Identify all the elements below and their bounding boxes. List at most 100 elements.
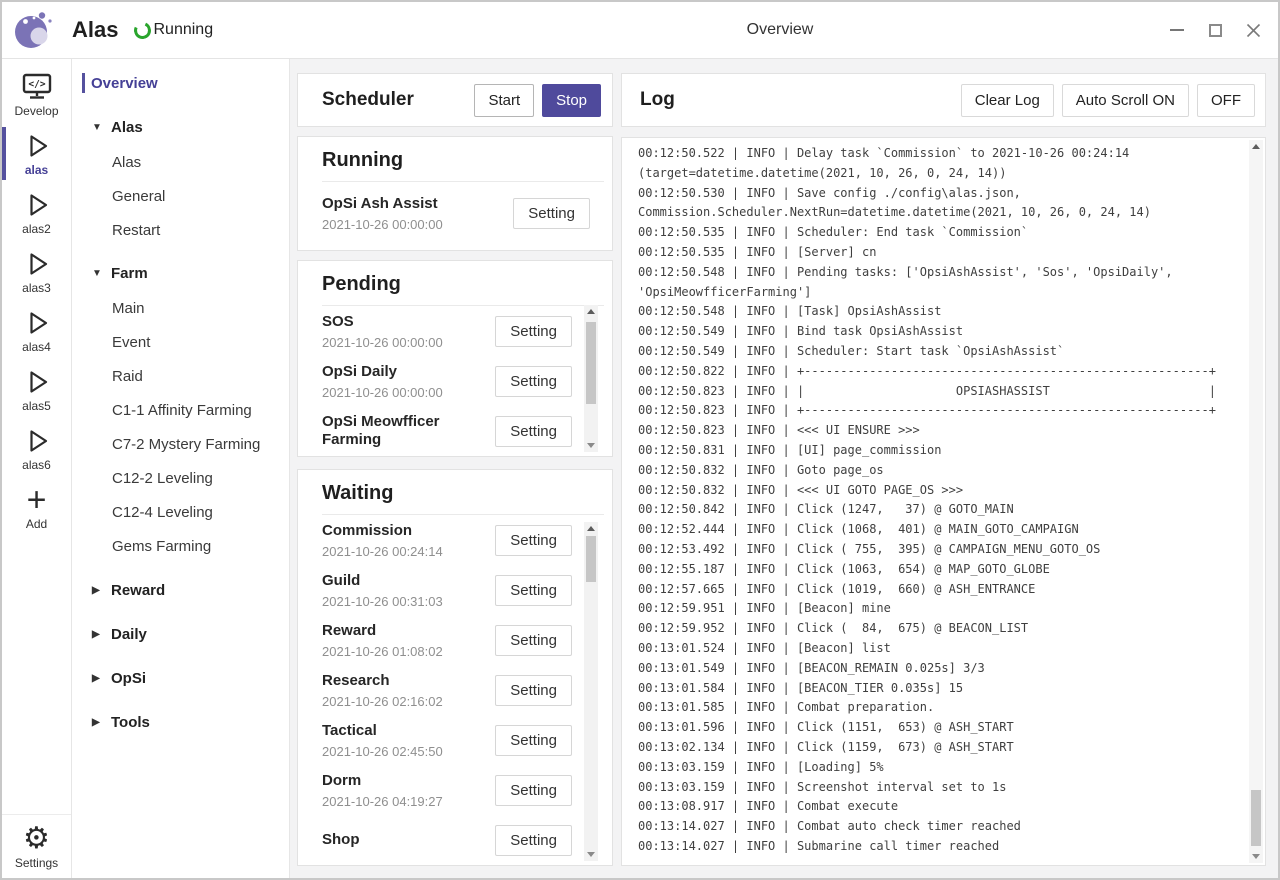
- stop-button[interactable]: Stop: [542, 83, 601, 117]
- nav-item-c12-2-leveling[interactable]: C12-2 Leveling: [112, 469, 213, 487]
- auto-scroll-off-button[interactable]: OFF: [1197, 83, 1255, 117]
- setting-button[interactable]: Setting: [495, 524, 572, 556]
- nav-item-raid[interactable]: Raid: [112, 367, 143, 385]
- scroll-down-arrow-icon[interactable]: [1249, 850, 1263, 863]
- setting-button[interactable]: Setting: [495, 574, 572, 606]
- sidebar-item-alas[interactable]: alas: [2, 124, 71, 183]
- nav-item-c7-2-mystery-farming[interactable]: C7-2 Mystery Farming: [112, 435, 261, 453]
- nav-group-tools[interactable]: ▶ Tools: [72, 705, 289, 739]
- task-name: Reward: [322, 621, 377, 639]
- nav-group-alas[interactable]: ▼ Alas: [72, 109, 289, 145]
- setting-button[interactable]: Setting: [495, 774, 572, 806]
- scroll-down-arrow-icon[interactable]: [584, 848, 598, 861]
- task-name: Tactical: [322, 721, 377, 739]
- log-title: Log: [640, 89, 675, 110]
- nav-group-reward[interactable]: ▶ Reward: [72, 573, 289, 607]
- app-logo: [12, 8, 56, 52]
- sidebar-item-alas5[interactable]: alas5: [2, 360, 71, 419]
- log-line: 00:12:50.549 | INFO | Scheduler: Start t…: [638, 343, 1065, 358]
- nav-item-overview[interactable]: Overview: [72, 65, 289, 101]
- sidebar-item-develop[interactable]: </> Develop: [2, 65, 71, 124]
- scroll-up-arrow-icon[interactable]: [584, 522, 598, 535]
- log-scrollbar-thumb[interactable]: [1251, 790, 1261, 846]
- setting-button[interactable]: Setting: [495, 315, 572, 347]
- nav-item-alas[interactable]: Alas: [112, 153, 142, 171]
- task-name: OpSi Daily: [322, 362, 398, 380]
- minimize-button[interactable]: [1158, 10, 1196, 50]
- nav-item-main[interactable]: Main: [112, 299, 145, 317]
- play-icon: [23, 308, 51, 338]
- setting-button[interactable]: Setting: [495, 365, 572, 397]
- content-area: Scheduler Start Stop Running OpSi Ash As…: [290, 59, 1278, 878]
- nav-group-farm[interactable]: ▼ Farm: [72, 255, 289, 291]
- sidebar-item-label: alas3: [22, 280, 51, 295]
- pending-panel-header: Pending: [322, 273, 604, 306]
- log-line: 00:13:01.524 | INFO | [Beacon] list: [638, 640, 891, 655]
- sidebar-item-alas6[interactable]: alas6: [2, 419, 71, 478]
- task-next-run-time: 2021-10-26 02:45:50: [322, 743, 443, 759]
- log-line: 00:12:50.530 | INFO | Save config ./conf…: [638, 185, 1151, 220]
- log-scrollbar[interactable]: [1249, 140, 1263, 863]
- window-page-title: Overview: [746, 21, 814, 38]
- waiting-scrollbar[interactable]: [584, 522, 598, 861]
- task-info: SOS 2021-10-26 00:00:00: [322, 313, 443, 350]
- nav-item-event[interactable]: Event: [112, 333, 151, 351]
- setting-button[interactable]: Setting: [513, 197, 590, 229]
- waiting-title: Waiting: [322, 482, 394, 504]
- maximize-button[interactable]: [1196, 10, 1234, 50]
- sidebar-item-add[interactable]: + Add: [2, 478, 71, 537]
- task-name: Shop: [322, 831, 360, 848]
- log-line: 00:13:01.584 | INFO | [BEACON_TIER 0.035…: [638, 680, 964, 695]
- task-next-run-time: 2021-10-26 01:08:02: [322, 643, 443, 659]
- nav-group-daily[interactable]: ▶ Daily: [72, 617, 289, 651]
- nav-item-general[interactable]: General: [112, 187, 166, 205]
- task-row: Research 2021-10-26 02:16:02 Setting: [322, 665, 612, 715]
- scroll-up-arrow-icon[interactable]: [1249, 140, 1263, 153]
- sidebar-item-settings[interactable]: ⚙ Settings: [2, 814, 71, 878]
- task-next-run-time: 2021-10-26 00:24:14: [322, 543, 443, 559]
- waiting-task-list: Commission 2021-10-26 00:24:14 Setting Guil…: [298, 515, 612, 865]
- task-info: Reward 2021-10-26 01:08:02: [322, 622, 443, 659]
- sidebar-item-label: Settings: [14, 855, 59, 870]
- setting-button[interactable]: Setting: [495, 724, 572, 756]
- sidebar-item-label: alas5: [22, 398, 51, 413]
- task-row: Tactical 2021-10-26 02:45:50 Setting: [322, 715, 612, 765]
- chevron-down-icon: ▼: [92, 121, 102, 133]
- app-title: Alas: [72, 17, 119, 42]
- waiting-scrollbar-thumb[interactable]: [586, 536, 596, 582]
- pending-scrollbar[interactable]: [584, 305, 598, 452]
- clear-log-button[interactable]: Clear Log: [960, 83, 1054, 117]
- log-line: 00:12:57.665 | INFO | Click (1019, 660) …: [638, 581, 1036, 596]
- close-icon: [1246, 23, 1260, 37]
- log-line: 00:13:03.159 | INFO | Screenshot interva…: [638, 779, 1007, 794]
- log-line: 00:12:50.548 | INFO | Pending tasks: ['O…: [638, 264, 1180, 299]
- nav-item-c12-4-leveling[interactable]: C12-4 Leveling: [112, 503, 213, 521]
- setting-button[interactable]: Setting: [495, 824, 572, 856]
- task-row: OpSi Ash Assist 2021-10-26 00:00:00 Settin…: [322, 182, 612, 244]
- setting-button[interactable]: Setting: [495, 624, 572, 656]
- auto-scroll-on-button[interactable]: Auto Scroll ON: [1061, 83, 1189, 117]
- setting-button[interactable]: Setting: [495, 415, 572, 447]
- nav-item-gems-farming[interactable]: Gems Farming: [112, 537, 212, 555]
- nav-item-c1-1-affinity-farming[interactable]: C1-1 Affinity Farming: [112, 401, 252, 419]
- close-button[interactable]: [1234, 10, 1272, 50]
- setting-button[interactable]: Setting: [495, 674, 572, 706]
- start-button[interactable]: Start: [474, 83, 535, 117]
- nav-group-label: Reward: [111, 581, 166, 599]
- scroll-up-arrow-icon[interactable]: [584, 305, 598, 318]
- sidebar-item-alas4[interactable]: alas4: [2, 301, 71, 360]
- sidebar-item-alas2[interactable]: alas2: [2, 183, 71, 242]
- sidebar-item-alas3[interactable]: alas3: [2, 242, 71, 301]
- nav-group-opsi[interactable]: ▶ OpSi: [72, 661, 289, 695]
- nav-item-restart[interactable]: Restart: [112, 221, 161, 239]
- task-info: Dorm 2021-10-26 04:19:27: [322, 772, 443, 809]
- log-line: 00:12:50.823 | INFO | +-----------------…: [638, 403, 1216, 418]
- nav-group-label: Alas: [111, 118, 143, 136]
- play-icon: [23, 190, 51, 220]
- scheduler-title: Scheduler: [322, 89, 414, 111]
- pending-scrollbar-thumb[interactable]: [586, 322, 596, 404]
- log-line: 00:13:01.549 | INFO | [BEACON_REMAIN 0.0…: [638, 660, 985, 675]
- log-line: 00:12:50.823 | INFO | <<< UI ENSURE >>>: [638, 423, 920, 438]
- log-line: 00:12:50.522 | INFO | Delay task `Commis…: [638, 146, 1137, 180]
- scroll-down-arrow-icon[interactable]: [584, 439, 598, 452]
